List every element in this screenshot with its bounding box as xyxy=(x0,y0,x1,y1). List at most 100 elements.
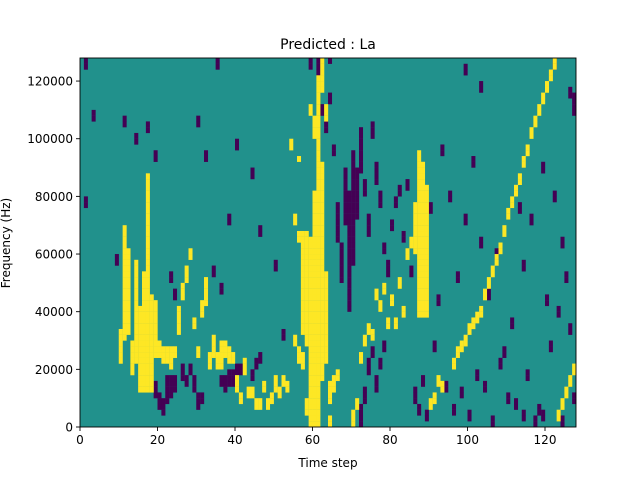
heatmap-cell-high xyxy=(417,225,422,232)
heatmap-cell-high xyxy=(204,282,209,289)
heatmap-cell-high xyxy=(277,386,282,393)
heatmap-cell-high xyxy=(153,317,158,324)
heatmap-cell-high xyxy=(300,265,305,272)
heatmap-cell-low xyxy=(188,369,193,376)
heatmap-cell-high xyxy=(417,179,422,185)
heatmap-cell-high xyxy=(432,392,437,399)
heatmap-cell-high xyxy=(316,265,321,272)
heatmap-cell-high xyxy=(471,323,476,330)
heatmap-cell-high xyxy=(424,202,429,209)
heatmap-cell-high xyxy=(312,230,317,237)
heatmap-cell-high xyxy=(312,346,317,353)
heatmap-cell-high xyxy=(316,294,321,301)
heatmap-cell-high xyxy=(223,346,228,353)
heatmap-cell-high xyxy=(479,305,484,312)
heatmap-cell-high xyxy=(316,109,321,116)
heatmap-cell-low xyxy=(114,259,119,266)
heatmap-cell-high xyxy=(316,363,321,370)
heatmap-cell-low xyxy=(552,196,557,203)
heatmap-cell-high xyxy=(494,254,499,260)
heatmap-cell-high xyxy=(374,294,379,301)
heatmap-cell-high xyxy=(308,346,313,353)
heatmap-cell-high xyxy=(308,369,313,376)
y-tick-label: 0 xyxy=(65,421,73,435)
heatmap-cell-high xyxy=(300,254,305,260)
heatmap-cell-high xyxy=(308,398,313,405)
heatmap-cell-high xyxy=(126,300,131,307)
heatmap-cell-low xyxy=(347,207,352,214)
heatmap-cell-low xyxy=(339,277,344,284)
heatmap-cell-high xyxy=(297,357,302,364)
heatmap-cell-high xyxy=(320,363,325,370)
heatmap-cell-high xyxy=(316,288,321,295)
heatmap-cell-low xyxy=(374,161,379,168)
heatmap-cell-high xyxy=(134,277,139,284)
heatmap-cell-high xyxy=(304,277,309,284)
heatmap-cell-low xyxy=(359,409,364,416)
heatmap-cell-high xyxy=(207,363,212,370)
heatmap-cell-high xyxy=(122,259,127,266)
heatmap-cell-high xyxy=(304,305,309,312)
heatmap-cell-high xyxy=(421,305,426,312)
heatmap-cell-low xyxy=(382,340,387,347)
heatmap-cell-low xyxy=(351,190,356,197)
heatmap-cell-high xyxy=(258,403,263,410)
heatmap-cell-high xyxy=(320,265,325,272)
heatmap-cell-high xyxy=(490,265,495,272)
heatmap-cell-low xyxy=(405,179,410,185)
heatmap-cell-low xyxy=(347,242,352,249)
heatmap-cell-high xyxy=(180,294,185,301)
heatmap-cell-high xyxy=(304,230,309,237)
heatmap-cell-low xyxy=(219,380,224,387)
heatmap-cell-low xyxy=(335,225,340,232)
heatmap-cell-low xyxy=(359,150,364,157)
heatmap-cell-low xyxy=(502,352,507,358)
heatmap-cell-high xyxy=(440,380,445,387)
heatmap-cell-high xyxy=(300,328,305,335)
heatmap-cell-high xyxy=(145,213,150,220)
heatmap-cell-high xyxy=(169,352,174,358)
heatmap-cell-low xyxy=(192,375,197,382)
heatmap-cell-high xyxy=(293,213,298,220)
heatmap-cell-high xyxy=(316,282,321,289)
heatmap-cell-high xyxy=(207,352,212,358)
heatmap-cell-high xyxy=(138,346,143,353)
heatmap-cell-high xyxy=(211,352,216,358)
heatmap-cell-high xyxy=(421,294,426,301)
heatmap-cell-low xyxy=(548,346,553,353)
heatmap-cell-high xyxy=(312,328,317,335)
heatmap-cell-high xyxy=(308,288,313,295)
heatmap-cell-high xyxy=(308,305,313,312)
heatmap-cell-high xyxy=(300,288,305,295)
heatmap-cell-low xyxy=(366,225,371,232)
heatmap-cell-high xyxy=(409,242,414,249)
heatmap-cell-high xyxy=(145,259,150,266)
heatmap-cell-high xyxy=(308,259,313,266)
heatmap-cell-high xyxy=(386,323,391,330)
heatmap-cell-low xyxy=(366,213,371,220)
heatmap-cell-low xyxy=(370,121,375,128)
heatmap-cell-low xyxy=(196,403,201,410)
heatmap-cell-high xyxy=(320,300,325,307)
heatmap-cell-high xyxy=(405,254,410,260)
heatmap-cell-high xyxy=(122,248,127,255)
heatmap-cell-high xyxy=(417,305,422,312)
heatmap-cell-high xyxy=(483,288,488,295)
heatmap-cell-low xyxy=(409,265,414,272)
heatmap-cell-high xyxy=(138,375,143,382)
heatmap-cell-high xyxy=(428,398,433,405)
heatmap-cell-high xyxy=(142,277,147,284)
heatmap-cell-low xyxy=(273,259,278,266)
heatmap-cell-low xyxy=(343,173,348,180)
heatmap-cell-high xyxy=(122,300,127,307)
heatmap-cell-high xyxy=(316,305,321,312)
heatmap-cell-low xyxy=(494,248,499,255)
heatmap-cell-high xyxy=(324,271,329,278)
heatmap-cell-high xyxy=(254,398,259,405)
heatmap-cell-high xyxy=(142,375,147,382)
heatmap-cell-high xyxy=(560,398,565,405)
heatmap-cell-high xyxy=(324,288,329,295)
heatmap-cell-high xyxy=(320,259,325,266)
x-tick-label: 20 xyxy=(150,433,165,447)
heatmap-cell-high xyxy=(130,352,135,358)
